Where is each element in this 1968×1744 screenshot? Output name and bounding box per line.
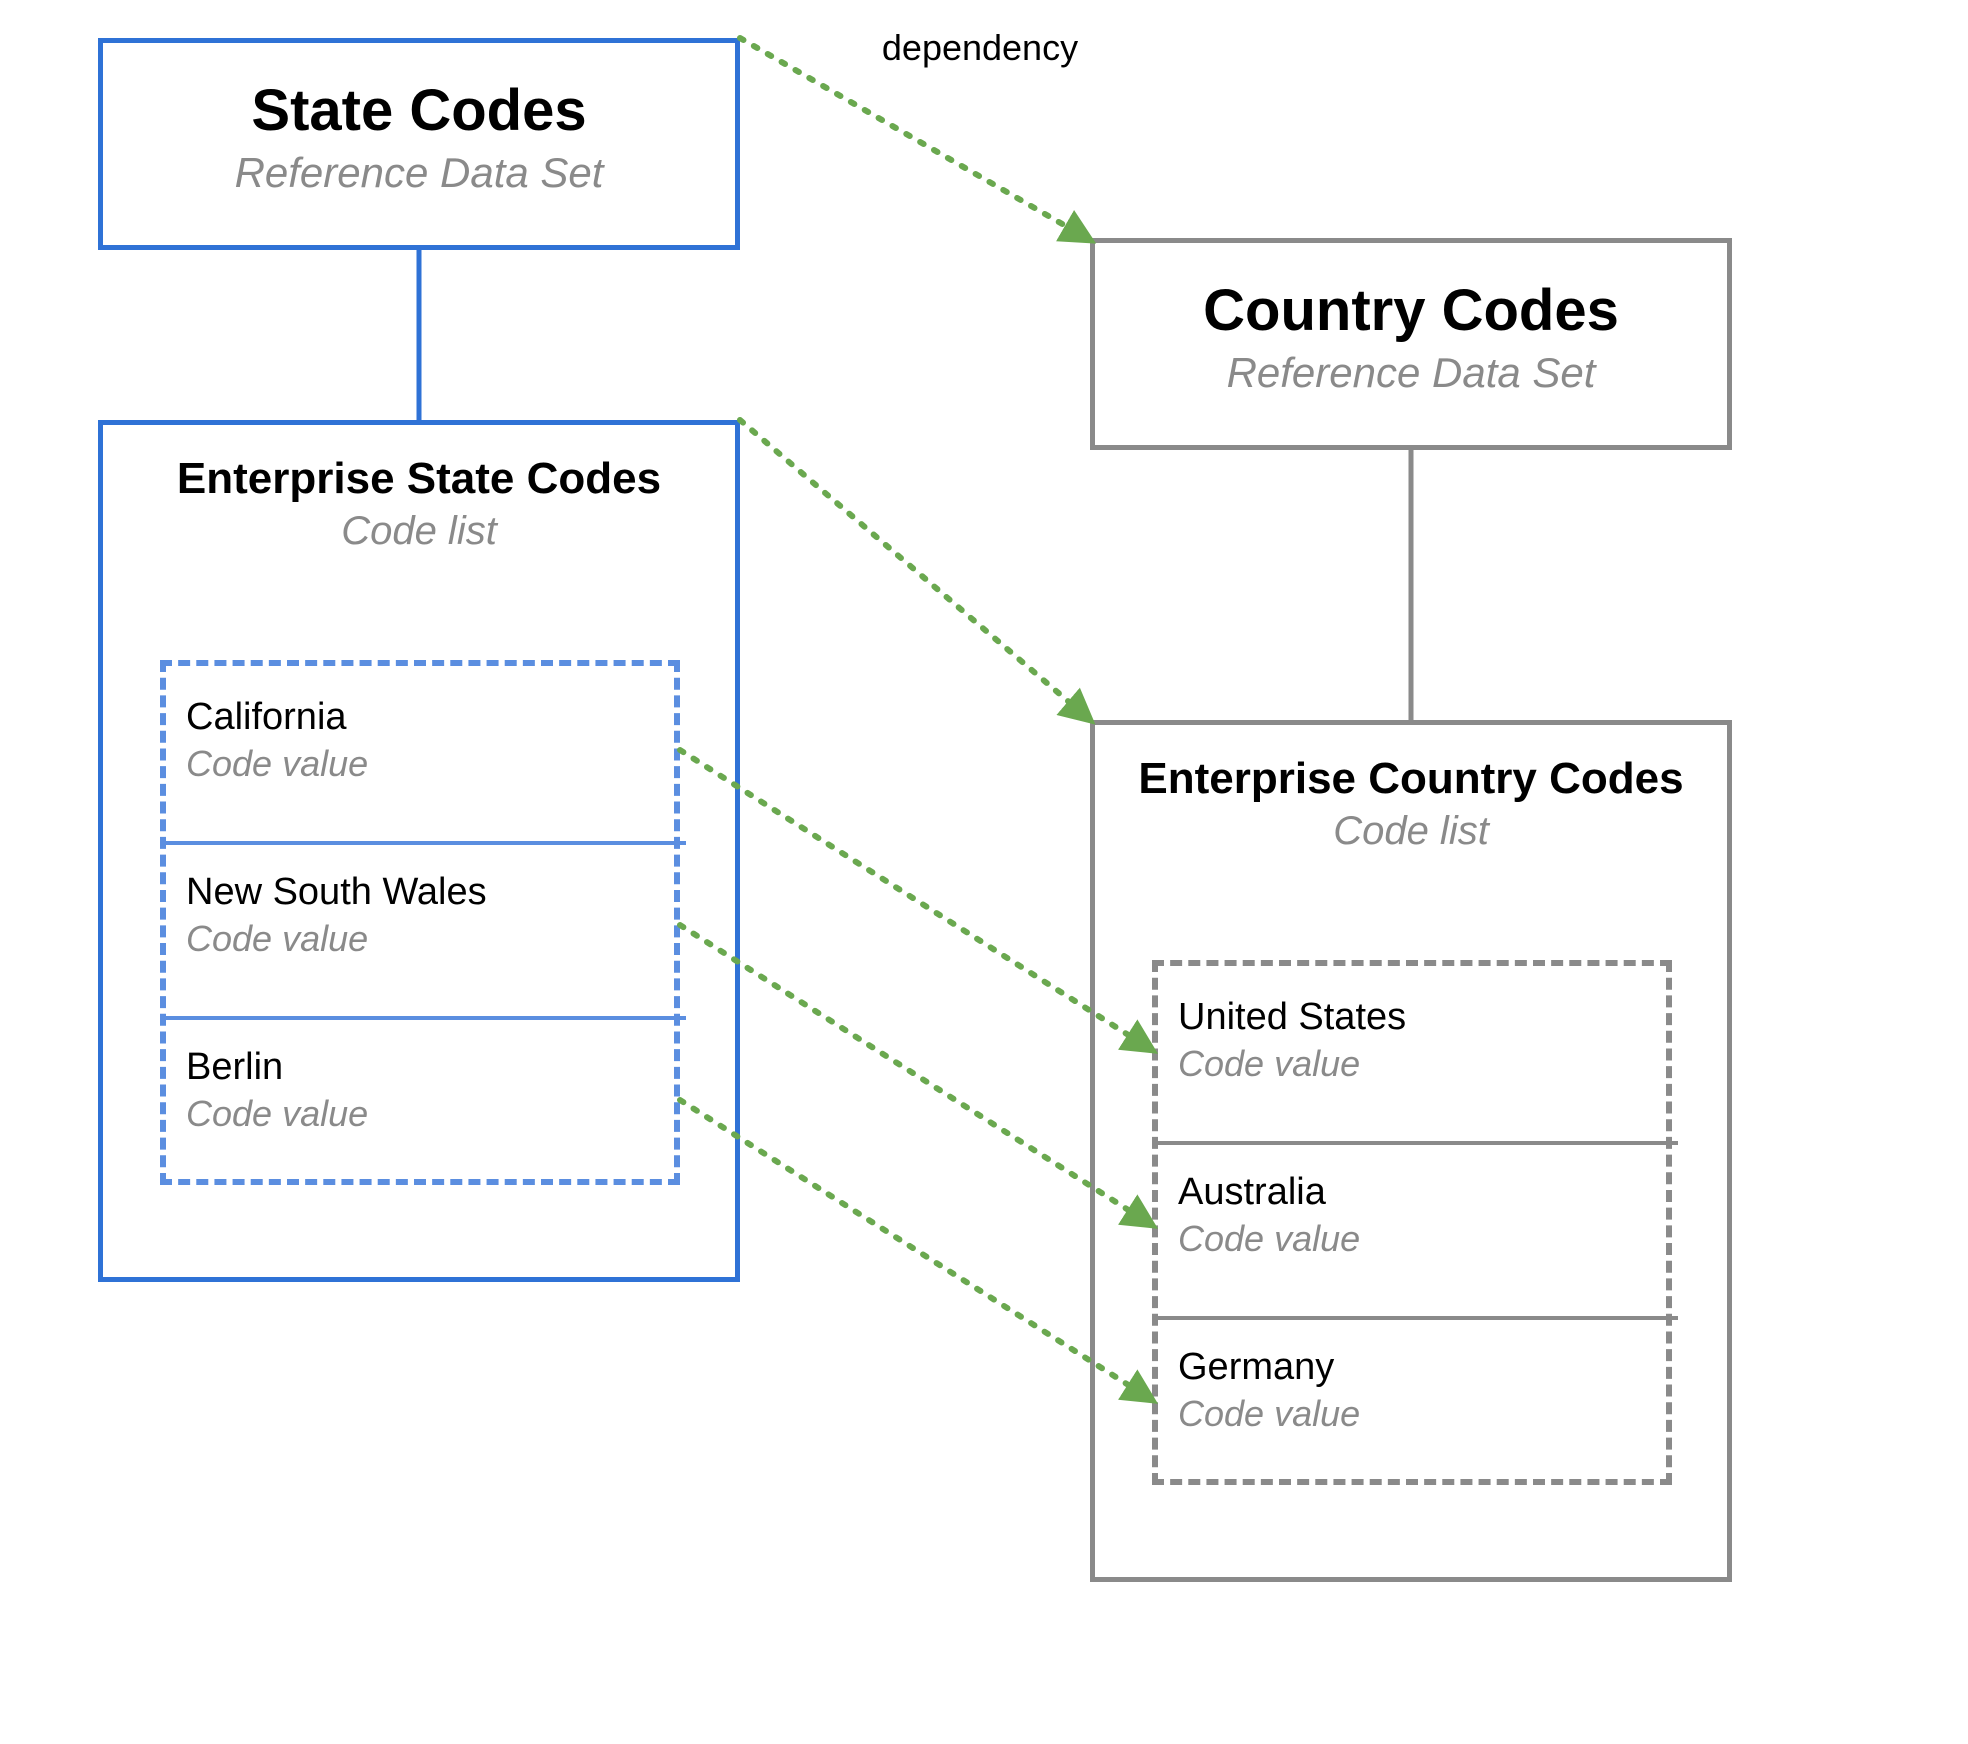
node-state-codes-title: State Codes	[103, 79, 735, 143]
code-value-label: Code value	[186, 1093, 686, 1135]
code-value-label: Code value	[1178, 1393, 1678, 1435]
code-value-name: Germany	[1178, 1346, 1678, 1389]
code-value-item: United States Code value	[1158, 966, 1678, 1141]
connector-dependency	[680, 1100, 1152, 1400]
node-country-codes: Country Codes Reference Data Set	[1090, 238, 1732, 450]
enterprise-country-subtitle: Code list	[1095, 809, 1727, 854]
connector-dependency	[680, 750, 1152, 1050]
enterprise-state-subtitle: Code list	[103, 509, 735, 554]
enterprise-country-code-values: United States Code value Australia Code …	[1152, 960, 1672, 1485]
code-value-label: Code value	[1178, 1043, 1678, 1085]
node-country-codes-subtitle: Reference Data Set	[1095, 349, 1727, 397]
node-state-codes-subtitle: Reference Data Set	[103, 149, 735, 197]
connector-dependency	[680, 925, 1152, 1225]
enterprise-country-title: Enterprise Country Codes	[1095, 755, 1727, 803]
code-value-item: New South Wales Code value	[166, 841, 686, 1016]
diagram-canvas: State Codes Reference Data Set Country C…	[0, 0, 1968, 1744]
code-value-name: California	[186, 696, 686, 739]
code-value-name: Berlin	[186, 1046, 686, 1089]
node-state-codes: State Codes Reference Data Set	[98, 38, 740, 250]
edge-label-dependency: dependency	[882, 27, 1078, 68]
code-value-item: Australia Code value	[1158, 1141, 1678, 1316]
enterprise-state-code-values: California Code value New South Wales Co…	[160, 660, 680, 1185]
code-value-item: Germany Code value	[1158, 1316, 1678, 1491]
enterprise-state-title: Enterprise State Codes	[103, 455, 735, 503]
code-value-name: New South Wales	[186, 871, 686, 914]
code-value-label: Code value	[186, 918, 686, 960]
connector-dependency	[740, 420, 1090, 720]
code-value-name: United States	[1178, 996, 1678, 1039]
node-country-codes-title: Country Codes	[1095, 279, 1727, 343]
code-value-label: Code value	[186, 743, 686, 785]
code-value-label: Code value	[1178, 1218, 1678, 1260]
code-value-item: Berlin Code value	[166, 1016, 686, 1191]
code-value-item: California Code value	[166, 666, 686, 841]
connector-dependency	[740, 38, 1090, 240]
code-value-name: Australia	[1178, 1171, 1678, 1214]
